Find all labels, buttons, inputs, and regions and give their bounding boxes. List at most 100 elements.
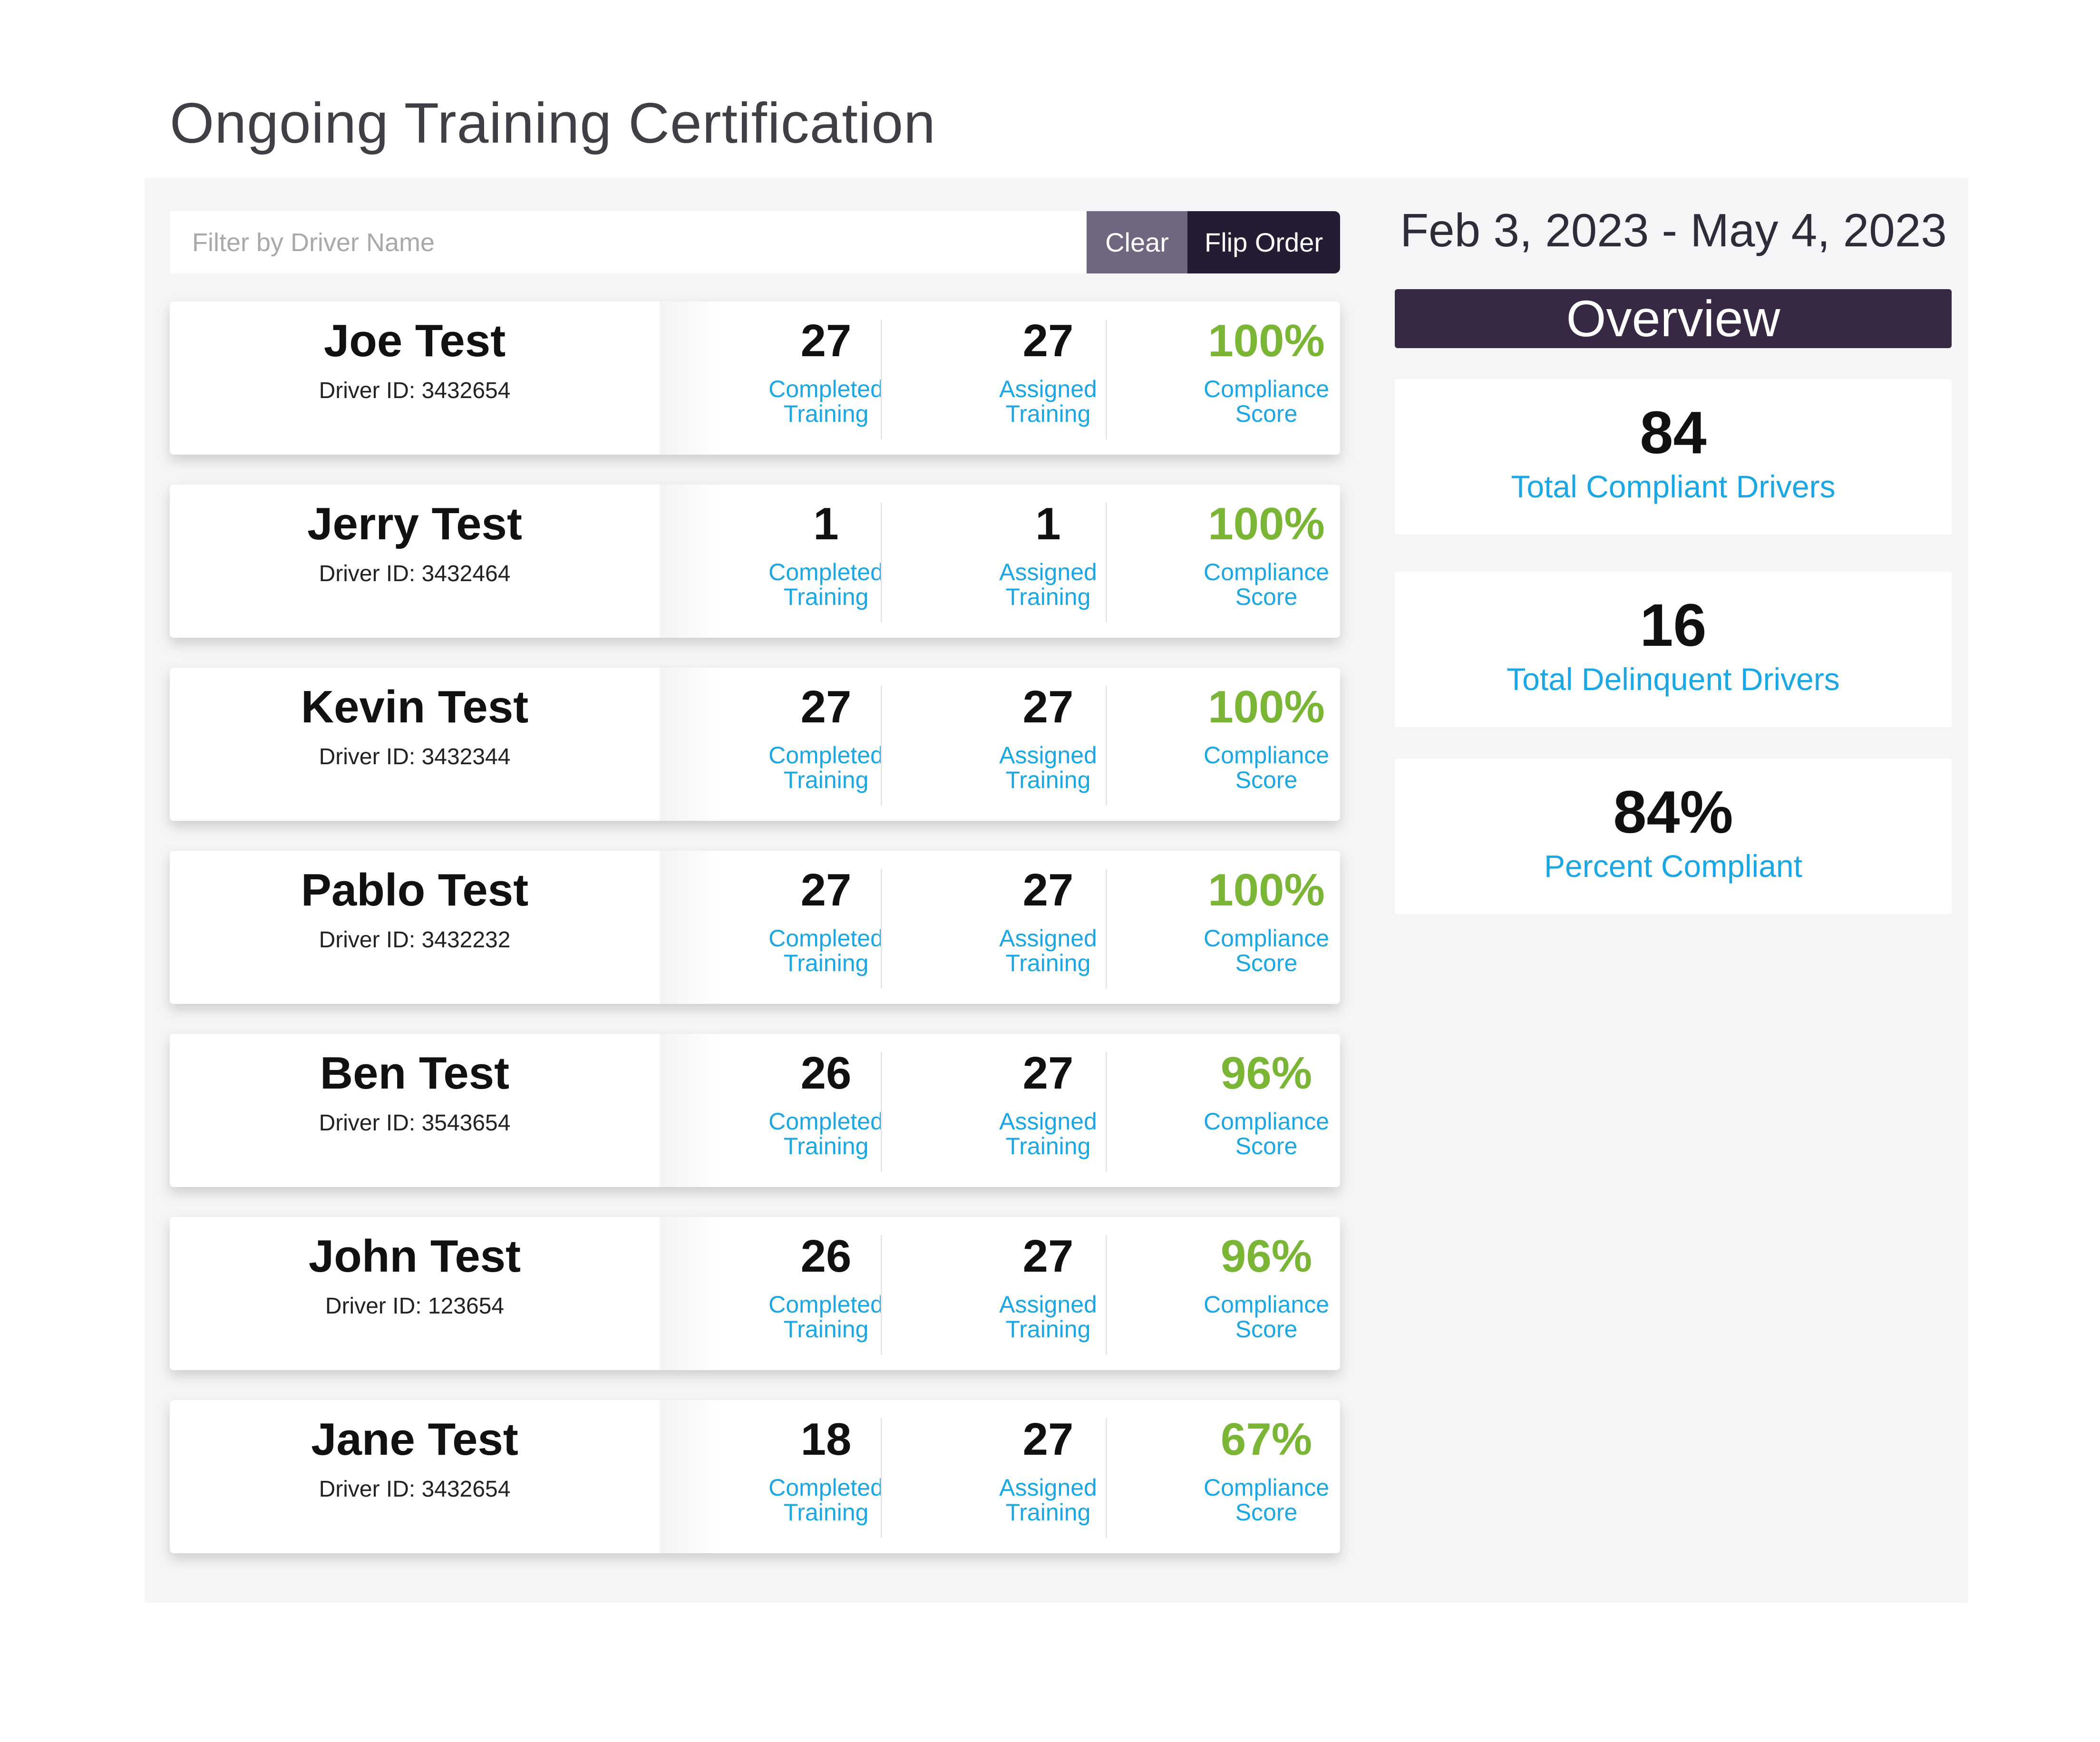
compliance-score-stat: 100% Compliance Score <box>1159 668 1373 821</box>
assigned-training-label: Assigned Training <box>999 376 1097 427</box>
assigned-training-value: 27 <box>1022 1231 1074 1282</box>
percent-compliant-value: 84% <box>1613 779 1733 846</box>
overview-header: Overview <box>1395 289 1952 348</box>
total-compliant-drivers-label: Total Compliant Drivers <box>1511 469 1836 504</box>
completed-training-value: 27 <box>800 681 852 732</box>
completed-training-stat: 27 Completed Training <box>719 668 933 821</box>
percent-compliant-label: Percent Compliant <box>1544 848 1802 884</box>
divider <box>881 1235 882 1355</box>
driver-card[interactable]: Jane Test Driver ID: 3432654 18 Complete… <box>170 1400 1340 1553</box>
assigned-training-stat: 27 Assigned Training <box>941 668 1155 821</box>
driver-name-filter-input[interactable] <box>170 211 1087 273</box>
completed-training-stat: 27 Completed Training <box>719 851 933 1004</box>
driver-name: Joe Test <box>323 315 506 366</box>
driver-info: Joe Test Driver ID: 3432654 <box>170 302 660 455</box>
assigned-training-value: 27 <box>1022 1048 1074 1099</box>
driver-id: Driver ID: 3432464 <box>319 561 511 586</box>
completed-training-label: Completed Training <box>768 1291 884 1343</box>
overview-stat-card: 16 Total Delinquent Drivers <box>1395 572 1952 727</box>
stats-area <box>660 668 1340 821</box>
compliance-score-stat: 96% Compliance Score <box>1159 1034 1373 1187</box>
driver-info: Jerry Test Driver ID: 3432464 <box>170 485 660 638</box>
completed-training-value: 26 <box>800 1231 852 1282</box>
driver-id: Driver ID: 3543654 <box>319 1110 511 1136</box>
overview-stat-card: 84% Percent Compliant <box>1395 759 1952 914</box>
driver-info: John Test Driver ID: 123654 <box>170 1217 660 1370</box>
completed-training-value: 18 <box>800 1414 852 1465</box>
stats-area <box>660 1400 1340 1553</box>
assigned-training-label: Assigned Training <box>999 559 1097 610</box>
completed-training-label: Completed Training <box>768 1474 884 1526</box>
completed-training-value: 27 <box>800 865 852 915</box>
completed-training-stat: 26 Completed Training <box>719 1034 933 1187</box>
driver-card[interactable]: John Test Driver ID: 123654 26 Completed… <box>170 1217 1340 1370</box>
completed-training-label: Completed Training <box>768 1108 884 1159</box>
driver-card[interactable]: Ben Test Driver ID: 3543654 26 Completed… <box>170 1034 1340 1187</box>
completed-training-label: Completed Training <box>768 559 884 610</box>
compliance-score-value: 67% <box>1220 1414 1312 1465</box>
driver-id: Driver ID: 3432232 <box>319 927 511 953</box>
completed-training-stat: 1 Completed Training <box>719 485 933 638</box>
driver-card[interactable]: Joe Test Driver ID: 3432654 27 Completed… <box>170 302 1340 455</box>
compliance-score-value: 100% <box>1208 865 1325 915</box>
driver-card[interactable]: Jerry Test Driver ID: 3432464 1 Complete… <box>170 485 1340 638</box>
compliance-score-value: 100% <box>1208 681 1325 732</box>
clear-button[interactable]: Clear <box>1087 211 1187 273</box>
divider <box>881 320 882 439</box>
divider <box>1106 1052 1107 1172</box>
driver-card[interactable]: Pablo Test Driver ID: 3432232 27 Complet… <box>170 851 1340 1004</box>
compliance-score-stat: 100% Compliance Score <box>1159 485 1373 638</box>
assigned-training-label: Assigned Training <box>999 1474 1097 1526</box>
completed-training-value: 26 <box>800 1048 852 1099</box>
flip-order-button[interactable]: Flip Order <box>1187 211 1340 273</box>
stats-area <box>660 1217 1340 1370</box>
compliance-score-label: Compliance Score <box>1203 559 1329 610</box>
stats-area <box>660 1034 1340 1187</box>
divider <box>1106 320 1107 439</box>
driver-name: Kevin Test <box>301 681 529 732</box>
driver-info: Kevin Test Driver ID: 3432344 <box>170 668 660 821</box>
assigned-training-stat: 27 Assigned Training <box>941 1400 1155 1553</box>
assigned-training-value: 1 <box>1035 498 1061 549</box>
completed-training-label: Completed Training <box>768 925 884 976</box>
assigned-training-value: 27 <box>1022 865 1074 915</box>
assigned-training-label: Assigned Training <box>999 1108 1097 1159</box>
assigned-training-label: Assigned Training <box>999 925 1097 976</box>
compliance-score-value: 100% <box>1208 498 1325 549</box>
driver-info: Jane Test Driver ID: 3432654 <box>170 1400 660 1553</box>
divider <box>881 869 882 989</box>
divider <box>1106 1418 1107 1538</box>
driver-name: Jane Test <box>311 1414 518 1465</box>
completed-training-label: Completed Training <box>768 742 884 793</box>
driver-id: Driver ID: 3432654 <box>319 378 511 403</box>
assigned-training-stat: 27 Assigned Training <box>941 1034 1155 1187</box>
driver-name: Pablo Test <box>301 865 529 915</box>
stats-area <box>660 851 1340 1004</box>
divider <box>1106 869 1107 989</box>
divider <box>1106 1235 1107 1355</box>
driver-name: Ben Test <box>320 1048 510 1099</box>
overview-stat-card: 84 Total Compliant Drivers <box>1395 379 1952 535</box>
assigned-training-label: Assigned Training <box>999 742 1097 793</box>
completed-training-stat: 18 Completed Training <box>719 1400 933 1553</box>
compliance-score-value: 96% <box>1220 1048 1312 1099</box>
compliance-score-label: Compliance Score <box>1203 1108 1329 1159</box>
assigned-training-stat: 27 Assigned Training <box>941 1217 1155 1370</box>
assigned-training-stat: 27 Assigned Training <box>941 302 1155 455</box>
compliance-score-value: 100% <box>1208 315 1325 366</box>
driver-id: Driver ID: 3432344 <box>319 744 511 769</box>
compliance-score-stat: 100% Compliance Score <box>1159 851 1373 1004</box>
divider <box>1106 686 1107 806</box>
assigned-training-value: 27 <box>1022 1414 1074 1465</box>
compliance-score-label: Compliance Score <box>1203 1291 1329 1343</box>
divider <box>881 503 882 623</box>
assigned-training-label: Assigned Training <box>999 1291 1097 1343</box>
driver-card[interactable]: Kevin Test Driver ID: 3432344 27 Complet… <box>170 668 1340 821</box>
completed-training-value: 1 <box>813 498 839 549</box>
assigned-training-stat: 1 Assigned Training <box>941 485 1155 638</box>
compliance-score-label: Compliance Score <box>1203 925 1329 976</box>
page-title: Ongoing Training Certification <box>170 91 936 155</box>
assigned-training-stat: 27 Assigned Training <box>941 851 1155 1004</box>
total-delinquent-drivers-value: 16 <box>1640 592 1707 659</box>
stats-area <box>660 485 1340 638</box>
